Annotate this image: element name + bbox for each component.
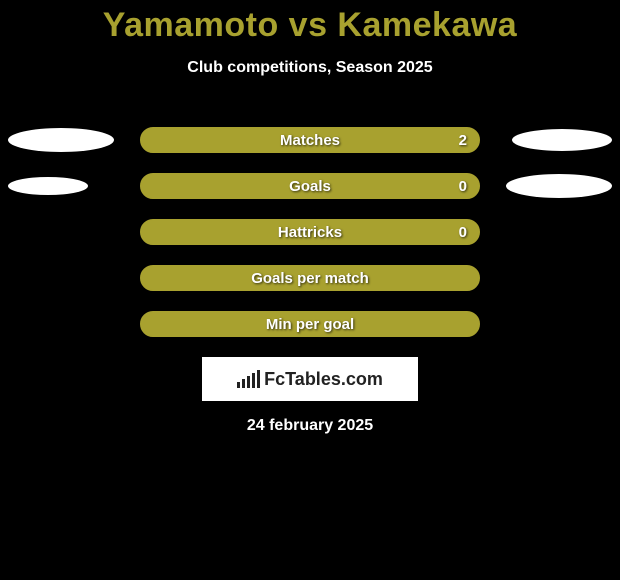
- stat-value-right: 2: [459, 128, 467, 152]
- comparison-title: Yamamoto vs Kamekawa: [0, 0, 620, 45]
- left-bubble: [8, 177, 88, 195]
- stat-value-right: 0: [459, 174, 467, 198]
- stat-bar: Hattricks 0: [140, 219, 480, 245]
- stat-row: Min per goal: [0, 311, 620, 337]
- stat-label: Matches: [141, 128, 479, 152]
- stat-label: Min per goal: [141, 312, 479, 336]
- stat-label: Goals per match: [141, 266, 479, 290]
- bar-chart-icon: [237, 370, 260, 388]
- stat-row: Matches 2: [0, 127, 620, 153]
- fctables-logo: FcTables.com: [237, 369, 383, 390]
- logo-label: FcTables.com: [264, 369, 383, 390]
- stat-label: Hattricks: [141, 220, 479, 244]
- logo-box[interactable]: FcTables.com: [202, 357, 418, 401]
- stat-row: Hattricks 0: [0, 219, 620, 245]
- stats-container: Matches 2 Goals 0 Hattricks 0 Goals per …: [0, 127, 620, 337]
- stat-value-right: 0: [459, 220, 467, 244]
- stat-bar: Goals 0: [140, 173, 480, 199]
- right-bubble: [512, 129, 612, 151]
- stat-row: Goals 0: [0, 173, 620, 199]
- left-bubble: [8, 128, 114, 152]
- stat-bar: Matches 2: [140, 127, 480, 153]
- stat-row: Goals per match: [0, 265, 620, 291]
- stat-label: Goals: [141, 174, 479, 198]
- stat-bar: Min per goal: [140, 311, 480, 337]
- stat-bar: Goals per match: [140, 265, 480, 291]
- comparison-subtitle: Club competitions, Season 2025: [0, 59, 620, 77]
- right-bubble: [506, 174, 612, 198]
- snapshot-date: 24 february 2025: [0, 417, 620, 435]
